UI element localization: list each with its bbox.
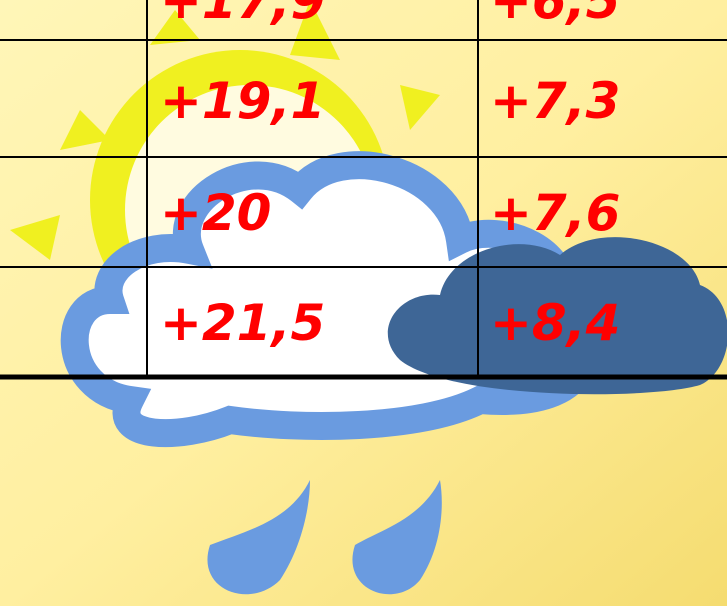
- table-cell: +7,6: [490, 184, 620, 242]
- page: {"table": {"rows": [["+17,9", "+6,5"], […: [0, 0, 727, 606]
- table-cell: +7,3: [490, 72, 620, 130]
- table-cell: +17,9: [160, 0, 325, 30]
- table-cell: +6,5: [490, 0, 620, 30]
- table-cell: +21,5: [160, 294, 325, 352]
- slide: +17,9 +6,5 +19,1 +7,3 +20 +7,6 +21,5 +8,4: [0, 0, 727, 606]
- table-cell: +19,1: [160, 72, 325, 130]
- table-cell: +20: [160, 184, 271, 242]
- table-cell: +8,4: [490, 294, 620, 352]
